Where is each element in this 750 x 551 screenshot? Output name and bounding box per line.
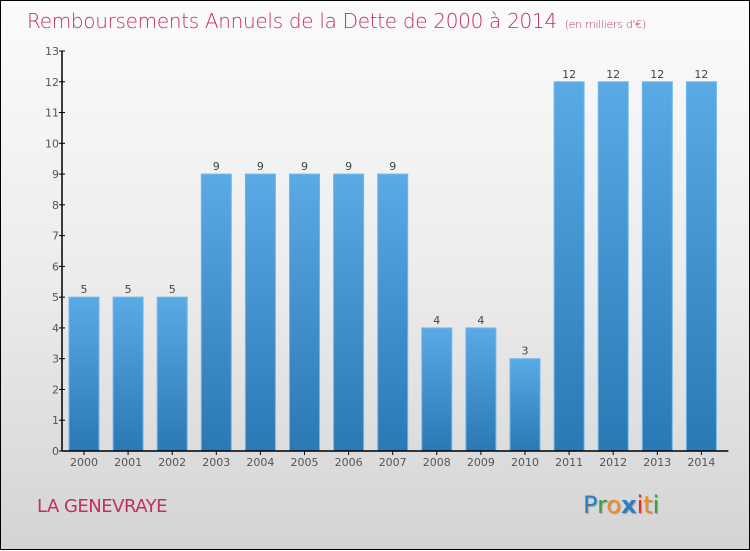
value-label-2012: 12	[606, 68, 620, 81]
x-tick-label-2002: 2002	[158, 456, 186, 469]
logo-letter: x	[621, 491, 637, 519]
logo-letter: t	[643, 491, 653, 519]
x-tick-label-2007: 2007	[379, 456, 407, 469]
bar-2001	[112, 296, 144, 452]
x-tick-label-2010: 2010	[511, 456, 539, 469]
logo-letter: i	[652, 491, 660, 519]
value-label-2014: 12	[694, 68, 708, 81]
x-tick-label-2000: 2000	[70, 456, 98, 469]
y-tick-label-4: 4	[52, 322, 59, 335]
logo-letter: r	[597, 491, 607, 519]
value-label-2002: 5	[169, 283, 176, 296]
axes-group: 2000 2001 2002 2003 2004 2005 2006 2007 2008 2009…	[45, 45, 729, 469]
chart-title-text: Remboursements Annuels de la Dette de 20…	[27, 9, 557, 33]
y-tick-label-6: 6	[52, 260, 59, 273]
y-tick-label-11: 11	[45, 107, 59, 120]
chart-unit-note: (en milliers d'€)	[564, 18, 646, 31]
bar-2003	[200, 173, 232, 452]
bar-2004	[244, 173, 276, 452]
value-label-2011: 12	[562, 68, 576, 81]
value-label-2007: 9	[389, 160, 396, 173]
value-label-2000: 5	[81, 283, 88, 296]
logo-letter: i	[636, 491, 644, 519]
x-tick-label-2008: 2008	[423, 456, 451, 469]
bar-2013	[641, 81, 673, 452]
x-tick-label-2011: 2011	[555, 456, 583, 469]
x-tick-label-2013: 2013	[643, 456, 671, 469]
logo-letter: o	[606, 491, 622, 519]
x-tick-label-2009: 2009	[467, 456, 495, 469]
bar-2005	[289, 173, 320, 452]
bar-2014	[685, 81, 717, 452]
x-tick-label-2012: 2012	[599, 456, 627, 469]
value-label-2005: 9	[301, 160, 308, 173]
value-label-2010: 3	[522, 345, 529, 358]
bar-2012	[597, 81, 629, 452]
bar-2008	[421, 327, 453, 452]
bar-2009	[465, 327, 497, 452]
y-tick-label-3: 3	[52, 353, 59, 366]
proxiti-logo: Proxiti	[583, 491, 659, 519]
value-label-2006: 9	[345, 160, 352, 173]
y-tick-label-0: 0	[52, 445, 59, 458]
x-tick-label-2006: 2006	[335, 456, 363, 469]
y-tick-label-12: 12	[45, 76, 59, 89]
value-label-2003: 9	[213, 160, 220, 173]
y-tick-label-13: 13	[45, 45, 59, 58]
x-tick-label-2003: 2003	[202, 456, 230, 469]
value-label-2009: 4	[477, 314, 484, 327]
bar-2007	[377, 173, 409, 452]
x-tick-label-2014: 2014	[687, 456, 715, 469]
value-label-2008: 4	[433, 314, 440, 327]
bar-2002	[156, 296, 188, 452]
y-tick-label-2: 2	[52, 383, 59, 396]
y-tick-label-8: 8	[52, 199, 59, 212]
x-tick-label-2005: 2005	[291, 456, 319, 469]
y-tick-label-9: 9	[52, 168, 59, 181]
commune-name: LA GENEVRAYE	[37, 496, 168, 517]
bars-group: 5 5 5 9 9 9 9 9 4 4 3 12 12 12 12	[68, 68, 717, 452]
y-tick-label-7: 7	[52, 230, 59, 243]
value-label-2001: 5	[125, 283, 132, 296]
y-tick-label-1: 1	[52, 414, 59, 427]
value-label-2004: 9	[257, 160, 264, 173]
value-label-2013: 12	[650, 68, 664, 81]
bar-2010	[509, 358, 541, 452]
bar-2000	[68, 296, 100, 452]
y-tick-label-10: 10	[45, 137, 59, 150]
chart-title: Remboursements Annuels de la Dette de 20…	[27, 9, 646, 33]
y-tick-label-5: 5	[52, 291, 59, 304]
x-tick-label-2001: 2001	[114, 456, 142, 469]
x-tick-label-2004: 2004	[246, 456, 274, 469]
bar-2006	[333, 173, 365, 452]
bar-2011	[553, 81, 585, 452]
logo-letter: P	[583, 491, 598, 519]
